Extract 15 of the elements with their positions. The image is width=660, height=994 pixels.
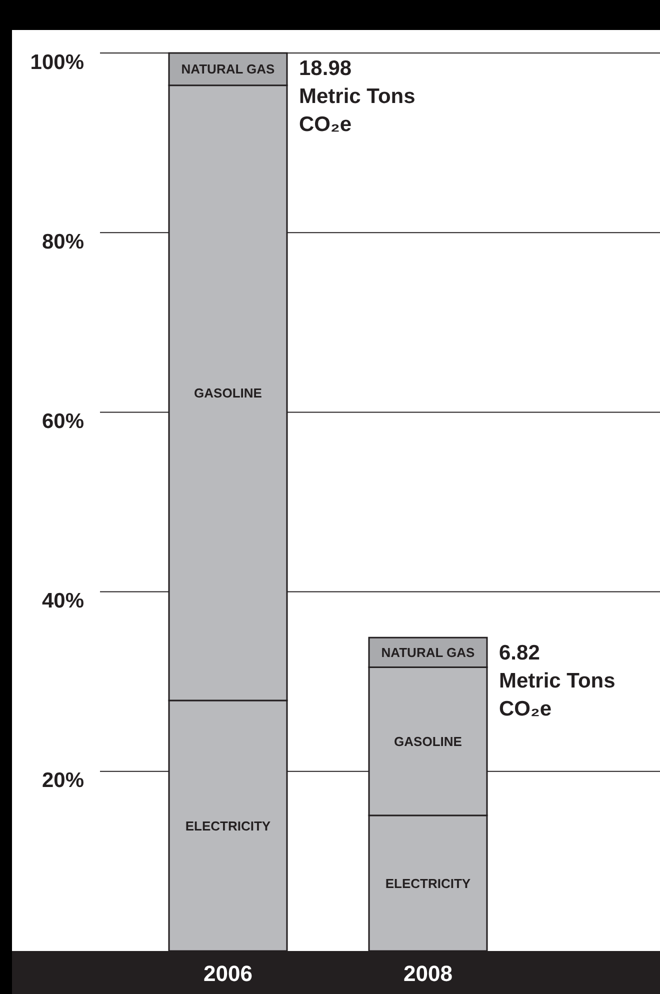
text: GASOLINE (394, 734, 462, 749)
y-tick-label: 100% (30, 50, 84, 74)
x-tick-label: 2006 (204, 960, 252, 986)
annotation: 6.82 Metric Tons CO₂e (499, 642, 616, 721)
text: NATURAL GAS (181, 62, 275, 77)
series-label: NATURAL GAS (381, 644, 476, 660)
y-tick-label: 40% (42, 590, 84, 613)
y-tick-label: 80% (42, 230, 84, 254)
text: ELECTRICITY (385, 876, 471, 891)
series-label: ELECTRICITY (185, 818, 271, 834)
series-label: GASOLINE (194, 385, 262, 400)
y-tick-label: 20% (42, 769, 84, 792)
annotation: 18.98 Metric Tons CO₂e (299, 57, 416, 136)
x-tick-label: 2008 (404, 960, 452, 986)
y-tick-label: 60% (42, 410, 84, 433)
